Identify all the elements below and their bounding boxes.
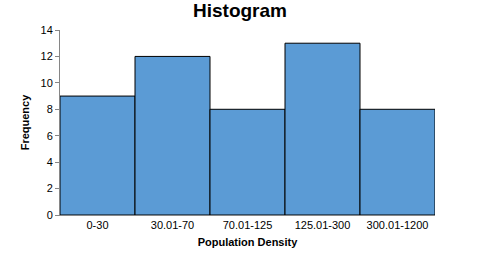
svg-text:0-30: 0-30 xyxy=(86,219,108,231)
svg-text:Frequency: Frequency xyxy=(19,94,31,151)
svg-text:125.01-300: 125.01-300 xyxy=(295,219,351,231)
svg-text:70.01-125: 70.01-125 xyxy=(223,219,273,231)
svg-text:6: 6 xyxy=(47,130,53,142)
svg-text:8: 8 xyxy=(47,103,53,115)
svg-text:300.01-1200: 300.01-1200 xyxy=(367,219,429,231)
svg-text:12: 12 xyxy=(41,50,53,62)
svg-text:4: 4 xyxy=(47,156,53,168)
svg-text:30.01-70: 30.01-70 xyxy=(151,219,194,231)
svg-text:0: 0 xyxy=(47,209,53,221)
svg-text:14: 14 xyxy=(41,24,53,36)
svg-text:Histogram: Histogram xyxy=(193,0,287,21)
svg-text:2: 2 xyxy=(47,182,53,194)
svg-text:10: 10 xyxy=(41,77,53,89)
svg-text:Population Density: Population Density xyxy=(198,236,299,248)
